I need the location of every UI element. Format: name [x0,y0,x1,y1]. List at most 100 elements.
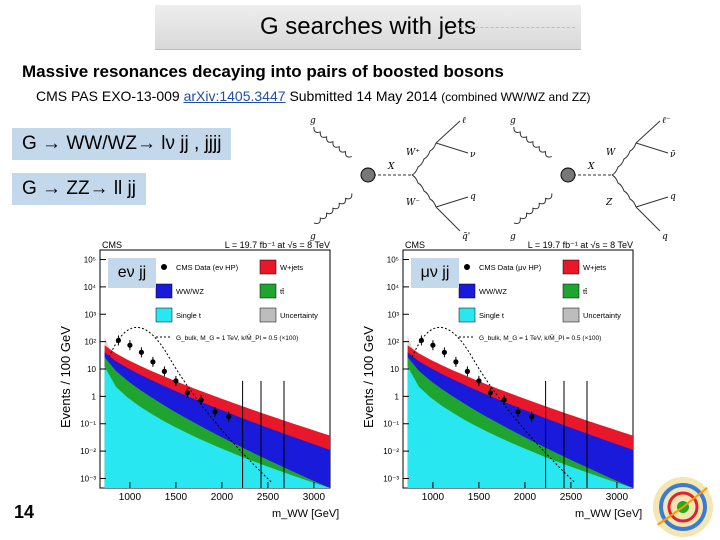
diagram-label: X [587,162,595,172]
x-tick-label: 1000 [422,492,445,503]
y-tick-label: 10⁴ [387,283,400,292]
boson-line-upper [411,142,437,176]
data-point [127,342,133,348]
legend-swatch [155,307,173,323]
legend-swatch [458,307,476,323]
legend-entry: CMS Data (eν HP) [176,263,239,272]
stack-plot-electron: 10⁵ 10⁴ 10³ 10² 10 1 10⁻¹ 10⁻² 10⁻³ 1000 1500 2000 2… [80,240,331,503]
legend-entry: W+jets [280,263,303,272]
legend-entry: WW/WZ [176,287,204,296]
plot-panel-electron: 10⁵ 10⁴ 10³ 10² 10 1 10⁻¹ 10⁻² 10⁻³ 1000 1500 2000 2… [52,238,340,528]
signal-curve [411,327,576,484]
boson-line-lower [411,174,437,208]
diagram-label: q [662,232,668,242]
y-tick-label: 10⁻³ [80,474,96,483]
diagram-label: g [310,116,316,126]
legend-entry: WW/WZ [479,287,507,296]
slide-title-text: G searches with jets [259,13,477,40]
plot-header-right: L = 19.7 fb⁻¹ at √s = 8 TeV [528,240,633,250]
data-point [161,368,167,374]
lepton-channel-label: μν jj [411,258,459,288]
lepton-channel-label: eν jj [108,258,156,288]
diagram-label: g [510,232,516,242]
x-axis-label: m_WW [GeV] [272,508,340,520]
diagram-label: g [510,116,516,126]
data-point [184,390,190,396]
legend-entry: Single t [479,311,505,320]
stack-plot-muon: 10⁵ 10⁴ 10³ 10² 10 1 10⁻¹ 10⁻² 10⁻³ 1000 1500 2000 2… [383,240,634,503]
y-tick-label: 10² [387,338,399,347]
data-point [198,397,204,403]
y-tick-label: 10⁻² [383,447,399,456]
legend-swatch [562,283,580,299]
legend-entry: tt̄ [583,287,588,296]
legend-marker [464,264,470,270]
gluon-line-top [313,126,352,158]
data-point [453,359,459,365]
legend-swatch [259,259,277,275]
plot-header-left: CMS [405,240,425,250]
y-tick-label: 10³ [387,310,399,319]
arxiv-link[interactable]: arXiv:1405.3447 [183,88,286,104]
channel-label-ww: G → WW/WZ→ lν jj , jjjj [12,128,232,160]
x-tick-label: 2000 [211,492,234,503]
y-tick-label: 10⁻² [80,447,96,456]
vertex-blob [560,167,576,183]
y-tick-label: 1 [395,392,400,401]
diagram-label: Z [605,198,613,208]
diagram-label: W⁺ [406,148,420,158]
legend-swatch [562,259,580,275]
data-point [150,359,156,365]
data-point [418,337,424,344]
reference-date: Submitted 14 May 2014 [289,88,438,104]
y-tick-label: 10⁻³ [383,474,399,483]
plot-header-left: CMS [102,240,122,250]
y-tick-label: 10 [87,365,96,374]
data-point [464,368,470,374]
y-tick-label: 10⁵ [84,256,96,265]
diagram-label: q [470,192,476,202]
x-tick-label: 2000 [514,492,537,503]
diagram-label: W⁻ [406,198,420,208]
y-tick-label: 10⁵ [387,256,399,265]
data-point [476,378,482,384]
x-tick-label: 2500 [560,492,583,503]
y-tick-label: 10⁻¹ [383,420,399,429]
legend-swatch [259,307,277,323]
legend-entry: G_bulk, M_G = 1 TeV, k/M̄_Pl = 0.5 (×100… [176,334,298,342]
y-tick-label: 10 [390,365,399,374]
data-point [226,414,232,420]
diagram-label: ν̄ [670,150,676,160]
diagram-label: q [670,192,676,202]
legend-swatch [562,307,580,323]
legend-swatch [458,283,476,299]
x-tick-label: 1500 [468,492,491,503]
reference-note: (combined WW/WZ and ZZ) [441,90,591,104]
legend-marker [161,264,167,270]
y-axis-label: Events / 100 GeV [361,326,376,428]
page-number: 14 [14,502,35,522]
diagram-label: ℓ [462,116,466,126]
single-t-band [407,366,633,488]
feynman-diagram-wz: g g X W Z ℓ⁻ ν̄ q q [510,116,676,242]
title-decoration [455,27,575,28]
x-tick-label: 1500 [165,492,188,503]
data-point [138,349,144,355]
x-tick-label: 2500 [257,492,280,503]
y-tick-label: 10³ [84,310,96,319]
x-tick-label: 3000 [303,492,326,503]
data-point [515,409,521,415]
slide-title: G searches with jets [155,5,581,50]
legend-entry: Single t [176,311,202,320]
y-tick-label: 1 [92,392,97,401]
slide-subtitle: Massive resonances decaying into pairs o… [22,62,504,81]
diagram-label: g [310,232,316,242]
data-point [212,409,218,415]
signal-curve [108,327,273,484]
legend-entry: tt̄ [280,287,285,296]
diagram-label: W [606,148,616,158]
diagram-label: ℓ⁻ [662,116,671,126]
legend-entry: CMS Data (μν HP) [479,263,542,272]
legend-entry: Uncertainty [583,311,621,320]
data-point [430,342,436,348]
